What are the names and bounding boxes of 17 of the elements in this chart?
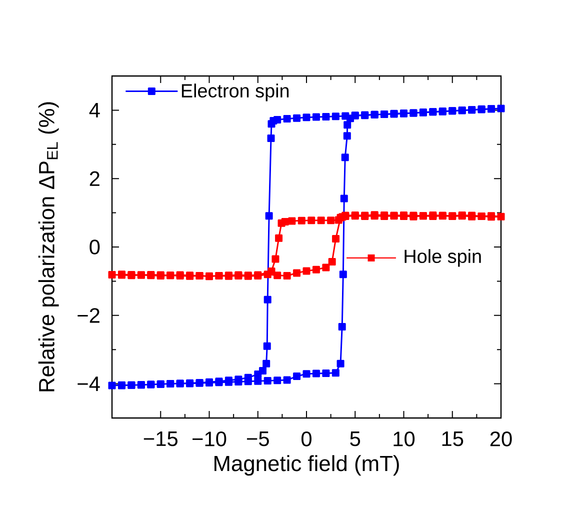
x-tick-label: −15	[144, 432, 178, 446]
y-tick-label: −4	[78, 376, 100, 391]
x-tick-label: 20	[490, 432, 512, 446]
x-tick-label: 5	[350, 432, 360, 446]
y-tick-label: −2	[78, 308, 100, 323]
x-tick-label: 0	[301, 432, 312, 446]
x-tick-label: 10	[394, 432, 415, 446]
y-tick-label: 0	[90, 240, 100, 254]
x-tick-label: −10	[192, 432, 226, 446]
y-axis-title: Relative polarization ΔP$_{EL}$ (%)	[38, 102, 59, 392]
x-tick-label: −5	[246, 432, 269, 446]
y-tick-label: 4	[89, 103, 100, 118]
x-axis-title: Magnetic field (mT)	[214, 455, 399, 476]
legend-label: Hole spin	[404, 249, 481, 267]
y-tick-label: 2	[90, 171, 100, 186]
legend-label: Electron spin	[182, 84, 289, 102]
x-tick-label: 15	[442, 432, 464, 446]
